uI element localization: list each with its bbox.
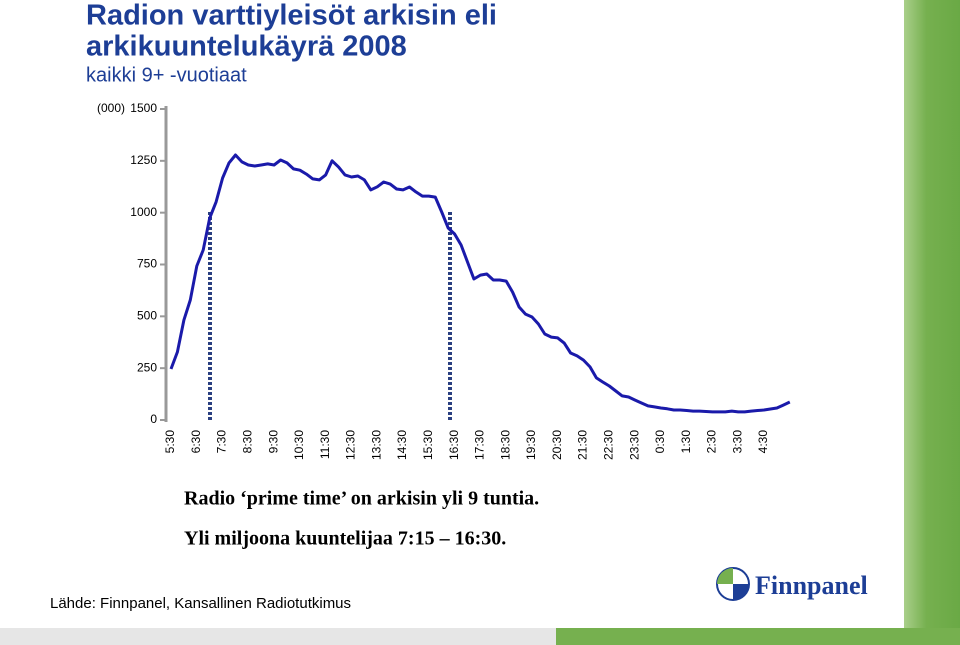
bottom-band-green bbox=[556, 628, 960, 645]
note: Radio ‘prime time’ on arkisin yli 9 tunt… bbox=[184, 488, 539, 510]
y-tick-label: 1500 bbox=[130, 101, 157, 115]
x-tick-label: 19:30 bbox=[524, 430, 538, 460]
y-tick-label: 1000 bbox=[130, 205, 157, 219]
x-tick-label: 17:30 bbox=[473, 430, 487, 460]
x-tick-label: 13:30 bbox=[369, 430, 383, 460]
x-tick-label: 14:30 bbox=[395, 430, 409, 460]
logo-text: Finnpanel bbox=[755, 571, 868, 600]
x-tick-label: 11:30 bbox=[318, 430, 332, 459]
subtitle: kaikki 9+ -vuotiaat bbox=[86, 64, 247, 86]
y-tick-label: 0 bbox=[150, 412, 157, 426]
y-tick-label: 750 bbox=[137, 257, 157, 271]
x-tick-label: 15:30 bbox=[421, 430, 435, 460]
x-tick-label: 20:30 bbox=[550, 430, 564, 460]
x-tick-label: 9:30 bbox=[266, 430, 280, 454]
x-tick-label: 21:30 bbox=[576, 430, 590, 460]
y-tick-label: 250 bbox=[137, 360, 157, 374]
x-tick-label: 0:30 bbox=[653, 430, 667, 454]
x-tick-label: 1:30 bbox=[679, 430, 693, 454]
note: Yli miljoona kuuntelijaa 7:15 – 16:30. bbox=[184, 528, 506, 550]
x-tick-label: 4:30 bbox=[756, 430, 770, 454]
source: Lähde: Finnpanel, Kansallinen Radiotutki… bbox=[50, 595, 351, 612]
line bbox=[169, 153, 791, 414]
title-line: Radion varttiyleisöt arkisin eli bbox=[86, 0, 497, 32]
x-tick-label: 10:30 bbox=[292, 430, 306, 460]
x-tick-label: 5:30 bbox=[163, 430, 177, 454]
x-tick-label: 16:30 bbox=[447, 430, 461, 460]
title-line: arkikuuntelukäyrä 2008 bbox=[86, 31, 407, 63]
y-tick-label: 1250 bbox=[130, 153, 157, 167]
y-axis-label: (000) bbox=[97, 101, 125, 115]
x-tick-label: 22:30 bbox=[601, 430, 615, 460]
x-tick-label: 6:30 bbox=[189, 430, 203, 454]
x-tick-label: 2:30 bbox=[705, 430, 719, 454]
x-tick-label: 7:30 bbox=[215, 430, 229, 454]
x-tick-label: 3:30 bbox=[730, 430, 744, 454]
y-tick-label: 500 bbox=[137, 309, 157, 323]
logo-icon bbox=[716, 567, 750, 601]
bottom-band bbox=[0, 628, 556, 645]
x-tick-label: 23:30 bbox=[627, 430, 641, 460]
x-tick-label: 18:30 bbox=[498, 430, 512, 460]
x-tick-label: 8:30 bbox=[241, 430, 255, 454]
side-band bbox=[904, 0, 960, 645]
x-tick-label: 12:30 bbox=[344, 430, 358, 460]
